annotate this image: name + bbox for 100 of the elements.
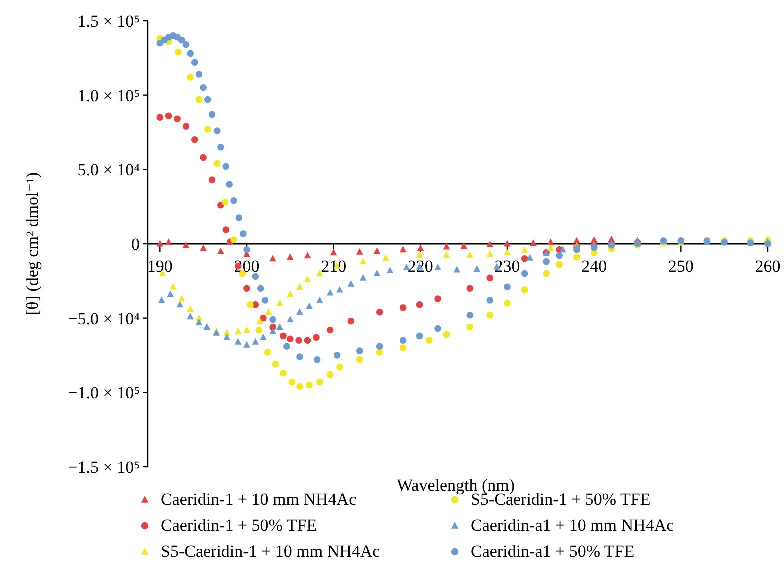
point <box>256 326 263 334</box>
point <box>400 344 407 352</box>
point <box>386 267 394 274</box>
point <box>434 325 442 332</box>
point <box>178 295 186 302</box>
point <box>156 114 164 122</box>
point <box>348 318 355 325</box>
point <box>222 198 229 206</box>
point <box>257 285 264 292</box>
point <box>252 273 260 280</box>
point <box>306 382 313 389</box>
point <box>270 328 276 334</box>
point <box>526 254 534 261</box>
point <box>543 270 550 278</box>
point <box>174 116 181 123</box>
point <box>348 280 355 287</box>
point <box>548 238 554 246</box>
point <box>218 248 224 254</box>
point <box>287 316 294 323</box>
point <box>296 308 304 316</box>
point <box>316 296 324 304</box>
point <box>400 304 407 312</box>
point <box>296 354 304 360</box>
point <box>165 112 172 120</box>
legend-label: S5-Caeridin-1 + 10 mm NH4Ac <box>161 542 381 561</box>
point <box>504 249 511 256</box>
point <box>222 226 230 234</box>
point <box>244 285 250 292</box>
point <box>178 36 186 44</box>
point <box>204 126 212 133</box>
point <box>443 331 450 338</box>
x-tick-label: 190 <box>147 257 173 276</box>
point <box>356 248 364 255</box>
point <box>316 378 324 386</box>
point <box>182 123 190 130</box>
point <box>244 341 250 348</box>
point <box>236 214 243 222</box>
point <box>306 302 313 310</box>
point <box>486 241 494 248</box>
point <box>400 337 407 344</box>
point <box>234 328 242 334</box>
point <box>556 252 563 260</box>
point <box>556 261 563 268</box>
point <box>400 246 407 253</box>
point <box>416 332 424 340</box>
y-tick-label: 1.0 × 10⁵ <box>78 86 140 106</box>
point <box>234 338 242 345</box>
point <box>244 246 250 254</box>
point <box>504 240 511 247</box>
point <box>486 312 494 319</box>
point <box>230 197 238 204</box>
point <box>214 160 221 168</box>
point <box>356 348 364 354</box>
y-tick-label: −1.0 × 10⁵ <box>68 384 140 403</box>
x-tick-label: 260 <box>755 257 781 276</box>
point <box>466 324 474 331</box>
point <box>256 318 264 324</box>
point <box>574 237 580 244</box>
point <box>521 286 528 294</box>
x-tick-label: 220 <box>408 257 434 276</box>
point <box>443 251 450 258</box>
point <box>504 300 511 307</box>
point <box>287 290 294 298</box>
x-tick-label: 230 <box>494 257 520 276</box>
point <box>276 300 284 306</box>
point <box>182 41 190 48</box>
point <box>280 370 287 377</box>
point <box>334 352 341 359</box>
point <box>382 254 390 261</box>
point <box>196 96 203 104</box>
point <box>174 48 182 56</box>
point <box>264 349 272 356</box>
point <box>314 356 321 364</box>
legend-label: Caeridin-a1 + 10 mm NH4Ac <box>471 516 675 535</box>
point <box>454 266 461 273</box>
point <box>460 242 468 249</box>
point <box>360 274 367 281</box>
point <box>304 252 312 259</box>
x-tick-label: 240 <box>582 257 608 276</box>
point <box>466 251 474 258</box>
point <box>287 336 294 343</box>
point <box>360 258 367 265</box>
point <box>270 316 276 324</box>
point <box>200 84 207 92</box>
point <box>474 266 481 272</box>
point <box>330 249 338 256</box>
y-axis-title: [θ] (deg cm² dmol⁻¹) <box>23 172 42 316</box>
point <box>187 313 194 320</box>
y-tick-label: 0 <box>132 234 140 254</box>
point <box>222 163 230 170</box>
point <box>280 332 287 340</box>
point <box>374 270 381 276</box>
point <box>187 74 194 81</box>
point <box>416 251 424 258</box>
point <box>326 371 334 378</box>
point <box>304 276 312 282</box>
point <box>208 176 216 184</box>
point <box>521 255 528 262</box>
point <box>252 338 260 345</box>
point <box>182 242 190 248</box>
